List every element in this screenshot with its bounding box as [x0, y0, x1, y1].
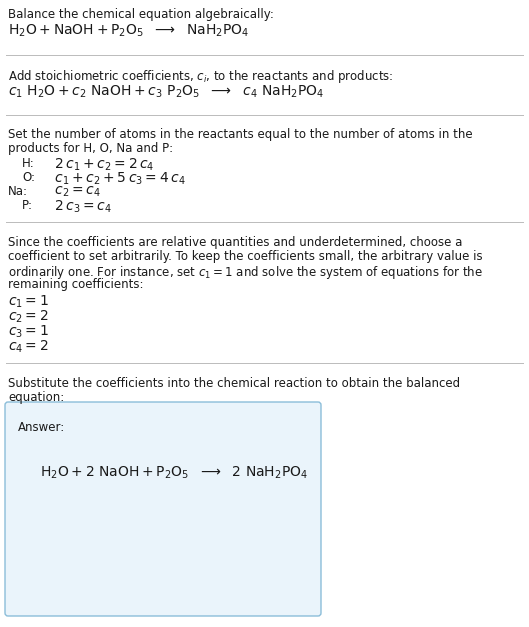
Text: Substitute the coefficients into the chemical reaction to obtain the balanced: Substitute the coefficients into the che…	[8, 377, 460, 390]
Text: $\ c_2 = c_4$: $\ c_2 = c_4$	[50, 185, 101, 199]
Text: remaining coefficients:: remaining coefficients:	[8, 278, 143, 291]
Text: $\mathrm{H_2O + NaOH + P_2O_5 \ \ \longrightarrow \ \ NaH_2PO_4}$: $\mathrm{H_2O + NaOH + P_2O_5 \ \ \longr…	[8, 23, 250, 40]
Text: $\ 2\,c_3 = c_4$: $\ 2\,c_3 = c_4$	[50, 199, 112, 216]
Text: $c_1\ \mathrm{H_2O} + c_2\ \mathrm{NaOH} + c_3\ \mathrm{P_2O_5} \ \ \longrightar: $c_1\ \mathrm{H_2O} + c_2\ \mathrm{NaOH}…	[8, 84, 324, 100]
Text: coefficient to set arbitrarily. To keep the coefficients small, the arbitrary va: coefficient to set arbitrarily. To keep …	[8, 250, 482, 263]
Text: products for H, O, Na and P:: products for H, O, Na and P:	[8, 142, 173, 155]
Text: $c_2 = 2$: $c_2 = 2$	[8, 309, 49, 325]
Text: $\ c_1 + c_2 + 5\,c_3 = 4\,c_4$: $\ c_1 + c_2 + 5\,c_3 = 4\,c_4$	[50, 171, 186, 187]
Text: O:: O:	[22, 171, 35, 184]
Text: Na:: Na:	[8, 185, 28, 198]
Text: Answer:: Answer:	[18, 421, 65, 434]
Text: $c_3 = 1$: $c_3 = 1$	[8, 324, 49, 340]
Text: Since the coefficients are relative quantities and underdetermined, choose a: Since the coefficients are relative quan…	[8, 236, 462, 249]
Text: Balance the chemical equation algebraically:: Balance the chemical equation algebraica…	[8, 8, 274, 21]
Text: H:: H:	[22, 157, 35, 170]
Text: $c_1 = 1$: $c_1 = 1$	[8, 294, 49, 310]
Text: ordinarily one. For instance, set $c_1 = 1$ and solve the system of equations fo: ordinarily one. For instance, set $c_1 =…	[8, 264, 483, 281]
Text: $\ 2\,c_1 + c_2 = 2\,c_4$: $\ 2\,c_1 + c_2 = 2\,c_4$	[50, 157, 154, 174]
Text: $\mathrm{H_2O + 2\ NaOH + P_2O_5 \ \ \longrightarrow \ \ 2\ NaH_2PO_4}$: $\mathrm{H_2O + 2\ NaOH + P_2O_5 \ \ \lo…	[40, 465, 308, 482]
Text: Add stoichiometric coefficients, $c_i$, to the reactants and products:: Add stoichiometric coefficients, $c_i$, …	[8, 68, 394, 85]
Text: $c_4 = 2$: $c_4 = 2$	[8, 339, 49, 356]
Text: equation:: equation:	[8, 391, 64, 404]
FancyBboxPatch shape	[5, 402, 321, 616]
Text: Set the number of atoms in the reactants equal to the number of atoms in the: Set the number of atoms in the reactants…	[8, 128, 472, 141]
Text: P:: P:	[22, 199, 33, 212]
